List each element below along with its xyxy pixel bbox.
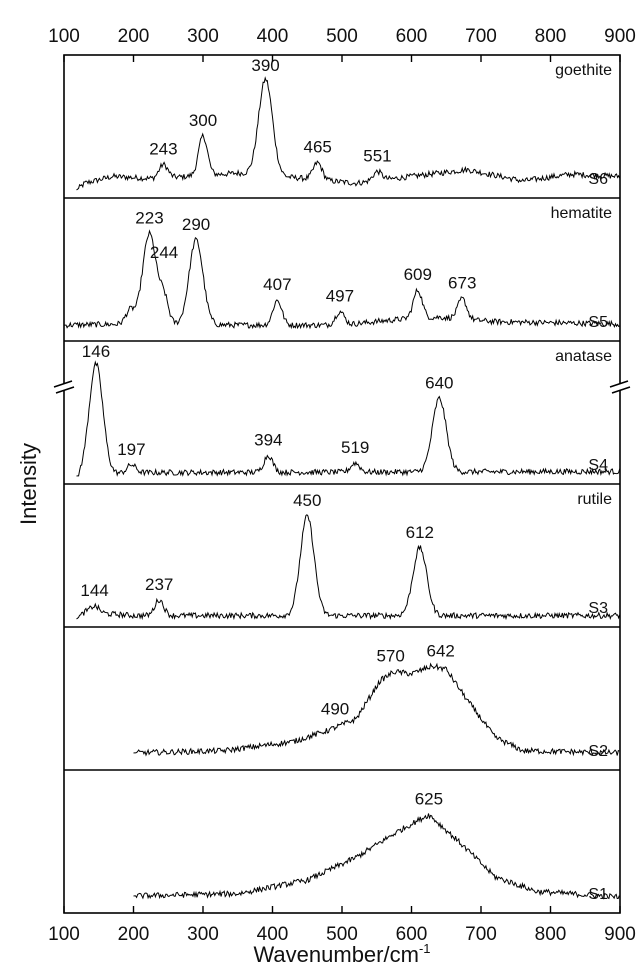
x-tick-label-bottom: 100 — [48, 924, 80, 945]
x-tick-label-top: 100 — [48, 26, 80, 47]
x-axis-title-superscript: -1 — [419, 941, 431, 956]
peak-label: 144 — [80, 581, 108, 600]
x-tick-label-bottom: 800 — [535, 924, 567, 945]
spectrum-line-s3 — [76, 514, 621, 621]
peak-label: 640 — [425, 373, 453, 392]
peak-label: 642 — [427, 641, 455, 660]
axis-break-mark — [55, 386, 75, 394]
sample-label: S5 — [588, 314, 608, 331]
x-tick-label-bottom: 200 — [118, 924, 150, 945]
x-tick-label-bottom: 400 — [257, 924, 289, 945]
peak-label: 390 — [251, 56, 279, 75]
peak-label: 244 — [150, 243, 178, 262]
x-tick-label-top: 900 — [604, 26, 636, 47]
peak-label: 290 — [182, 215, 210, 234]
spectrum-line-s1 — [133, 813, 620, 900]
mineral-label: rutile — [577, 491, 612, 508]
spectrum-line-s6 — [76, 76, 621, 191]
peak-label: 237 — [145, 575, 173, 594]
x-tick-label-top: 700 — [465, 26, 497, 47]
peak-label: 223 — [135, 209, 163, 228]
axis-break-gap — [55, 384, 73, 390]
x-tick-label-bottom: 600 — [396, 924, 428, 945]
peak-label: 609 — [404, 265, 432, 284]
x-tick-label-top: 800 — [535, 26, 567, 47]
sample-label: S6 — [588, 171, 608, 188]
x-tick-label-top: 300 — [187, 26, 219, 47]
mineral-label: anatase — [555, 348, 612, 365]
peak-label: 570 — [376, 647, 404, 666]
peak-label: 519 — [341, 438, 369, 457]
axis-break-mark — [609, 380, 629, 388]
axis-break-gap — [611, 384, 629, 390]
x-tick-label-top: 500 — [326, 26, 358, 47]
peak-label: 394 — [254, 430, 282, 449]
x-tick-label-bottom: 700 — [465, 924, 497, 945]
x-tick-label-bottom: 900 — [604, 924, 636, 945]
sample-label: S2 — [588, 743, 608, 760]
x-axis-title: Wavenumber/cm-1 — [253, 941, 430, 967]
peak-label: 612 — [406, 523, 434, 542]
x-tick-label-top: 200 — [118, 26, 150, 47]
peak-label: 243 — [149, 140, 177, 159]
peak-label: 490 — [321, 700, 349, 719]
y-axis-title: Intensity — [16, 443, 41, 525]
spectrum-line-s4 — [76, 360, 621, 477]
axis-break-mark — [611, 386, 631, 394]
peak-label: 465 — [303, 138, 331, 157]
x-tick-label-top: 600 — [396, 26, 428, 47]
spectrum-line-s5 — [64, 229, 620, 330]
axis-break-mark — [53, 380, 73, 388]
peak-label: 450 — [293, 491, 321, 510]
peak-label: 197 — [117, 440, 145, 459]
sample-label: S4 — [588, 457, 608, 474]
peak-label: 407 — [263, 275, 291, 294]
peak-label: 673 — [448, 274, 476, 293]
sample-label: S1 — [588, 886, 608, 903]
peak-label: 625 — [415, 790, 443, 809]
x-tick-label-bottom: 300 — [187, 924, 219, 945]
peak-label: 146 — [82, 342, 110, 361]
peak-label: 497 — [326, 287, 354, 306]
peak-label: 300 — [189, 111, 217, 130]
mineral-label: hematite — [551, 205, 612, 222]
spectrum-line-s2 — [133, 662, 620, 757]
x-tick-label-top: 400 — [257, 26, 289, 47]
mineral-label: goethite — [555, 62, 612, 79]
sample-label: S3 — [588, 600, 608, 617]
peak-label: 551 — [363, 147, 391, 166]
x-tick-label-bottom: 500 — [326, 924, 358, 945]
